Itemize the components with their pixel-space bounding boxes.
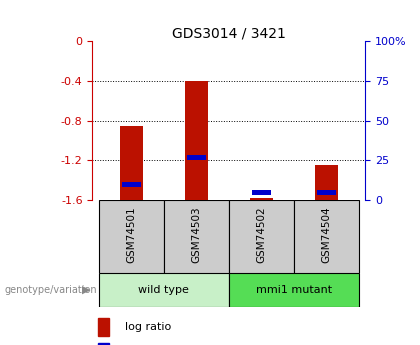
Bar — [122, 182, 141, 187]
Text: mmi1 mutant: mmi1 mutant — [256, 285, 332, 295]
Bar — [120, 126, 143, 200]
Bar — [294, 200, 359, 273]
Bar — [229, 273, 359, 307]
Bar — [250, 198, 273, 200]
Text: log ratio: log ratio — [125, 322, 171, 332]
Text: ▶: ▶ — [82, 285, 90, 295]
Text: wild type: wild type — [139, 285, 189, 295]
Text: genotype/variation: genotype/variation — [4, 285, 97, 295]
Title: GDS3014 / 3421: GDS3014 / 3421 — [172, 26, 286, 40]
Bar — [317, 190, 336, 195]
Bar — [187, 155, 206, 160]
Bar — [315, 165, 338, 200]
Text: GSM74503: GSM74503 — [192, 207, 202, 263]
Text: GSM74501: GSM74501 — [126, 207, 136, 263]
Bar — [164, 200, 229, 273]
Bar — [252, 190, 271, 195]
Bar — [98, 318, 109, 336]
Text: GSM74502: GSM74502 — [256, 207, 266, 263]
Bar — [185, 81, 208, 200]
Bar — [99, 273, 229, 307]
Bar — [99, 200, 164, 273]
Text: GSM74504: GSM74504 — [321, 207, 331, 263]
Bar — [98, 344, 109, 345]
Bar — [229, 200, 294, 273]
